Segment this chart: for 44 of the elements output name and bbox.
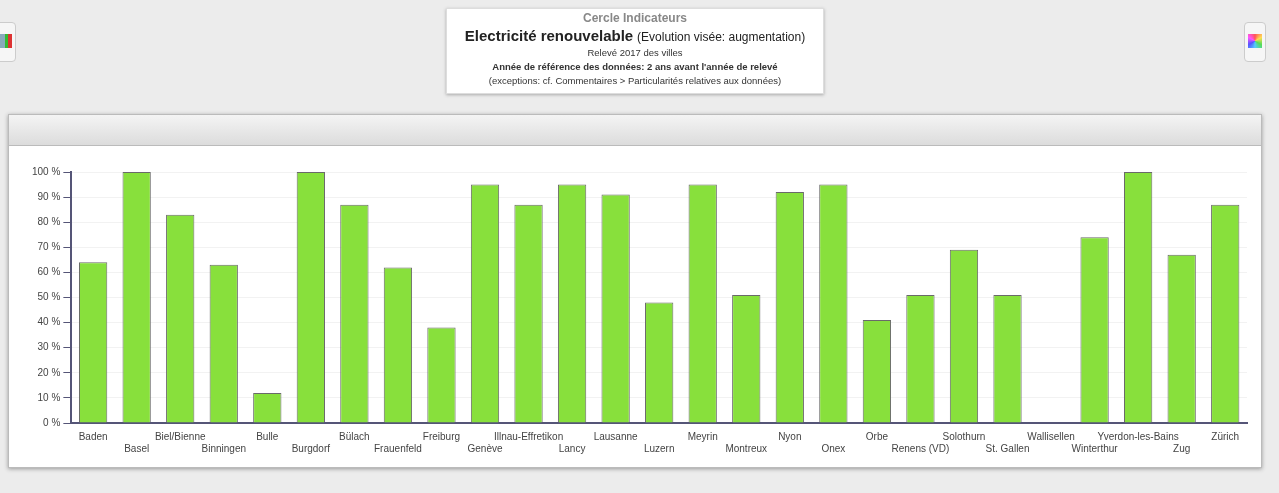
x-tick-label: Basel (124, 442, 150, 454)
y-tick-label: 100 % (32, 165, 61, 177)
x-tick-label: Winterthur (1071, 442, 1119, 454)
x-tick-label: Zürich (1211, 430, 1240, 442)
text: Année de référence des données: 2 ans avant l'année de relevé (491, 61, 779, 72)
y-tick-label: 20 % (37, 366, 61, 378)
y-tick-label: 60 % (37, 266, 61, 278)
x-tick-label: Onex (821, 442, 846, 454)
text: (exceptions: cf. Commentaires > Particularités relatives aux données) (487, 75, 783, 86)
x-tick-label: Baden (78, 430, 108, 442)
y-tick-label: 90 % (37, 190, 61, 202)
x-tick-label: Lancy (558, 442, 586, 454)
y-tick-label: 40 % (37, 316, 61, 328)
x-tick-label: Genève (467, 442, 503, 454)
x-tick-label: Lausanne (593, 430, 639, 442)
chart-subtitle: (Evolution visée: augmentation) (637, 30, 806, 44)
text: Cercle Indicateurs (581, 11, 688, 25)
x-tick-label: Bulle (256, 430, 279, 442)
x-tick-label: Meyrin (687, 430, 718, 442)
x-tick-label: Luzern (643, 442, 675, 454)
y-tick-label: 80 % (37, 215, 61, 227)
x-tick-label: Bülach (339, 430, 370, 442)
chart-title: Electricité renouvelable (464, 27, 634, 44)
x-tick-label: Freiburg (422, 430, 461, 442)
x-tick-label: Solothurn (942, 430, 986, 442)
y-tick-label: 70 % (37, 241, 61, 253)
x-tick-label: Renens (VD) (891, 442, 950, 454)
y-tick-label: 30 % (37, 341, 61, 353)
text: Relevé 2017 des villes (586, 47, 684, 58)
x-tick-label: Biel/Bienne (154, 430, 206, 442)
x-tick-label: Orbe (865, 430, 889, 442)
x-tick-label: Zug (1173, 442, 1191, 454)
x-tick-label: Nyon (778, 430, 802, 442)
x-tick-label: Burgdorf (291, 442, 331, 454)
y-tick-label: 0 % (43, 416, 61, 428)
x-tick-label: St. Gallen (985, 442, 1030, 454)
x-tick-label: Wallisellen (1027, 430, 1075, 442)
x-tick-label: Yverdon-les-Bains (1097, 430, 1179, 442)
y-tick-label: 50 % (37, 291, 61, 303)
x-tick-label: Frauenfeld (374, 442, 422, 454)
x-tick-label: Montreux (725, 442, 768, 454)
y-tick-label: 10 % (37, 391, 61, 403)
x-tick-label: Illnau-Effretikon (493, 430, 564, 442)
x-tick-label: Binningen (201, 442, 246, 454)
